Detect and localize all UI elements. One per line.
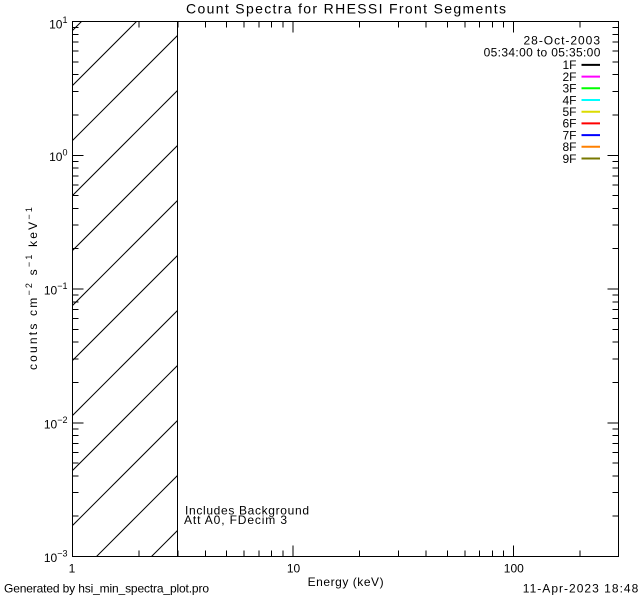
svg-text:05:34:00 to 05:35:00: 05:34:00 to 05:35:00 (484, 46, 601, 60)
svg-text:10: 10 (287, 562, 301, 576)
svg-text:1: 1 (69, 562, 76, 576)
svg-text:2F: 2F (562, 70, 576, 84)
svg-text:Count Spectra for RHESSI Front: Count Spectra for RHESSI Front Segments (186, 1, 506, 17)
svg-text:Att A0, FDecim 3: Att A0, FDecim 3 (184, 513, 287, 527)
svg-text:Energy (keV): Energy (keV) (308, 575, 384, 589)
svg-text:3F: 3F (562, 82, 576, 96)
svg-text:5F: 5F (562, 105, 576, 119)
svg-text:9F: 9F (562, 152, 576, 166)
svg-text:6F: 6F (562, 117, 576, 131)
svg-text:Includes Background: Includes Background (185, 504, 309, 518)
svg-text:100: 100 (504, 562, 524, 576)
svg-text:11-Apr-2023 18:48: 11-Apr-2023 18:48 (523, 582, 639, 596)
svg-text:28-Oct-2003: 28-Oct-2003 (524, 34, 601, 48)
svg-text:4F: 4F (562, 93, 576, 107)
svg-text:7F: 7F (562, 128, 576, 142)
svg-text:8F: 8F (562, 140, 576, 154)
svg-text:Generated by hsi_min_spectra_p: Generated by hsi_min_spectra_plot.pro (4, 582, 209, 596)
svg-text:counts cm−2 s−1 keV−1: counts cm−2 s−1 keV−1 (24, 205, 40, 370)
svg-text:1F: 1F (562, 58, 576, 72)
